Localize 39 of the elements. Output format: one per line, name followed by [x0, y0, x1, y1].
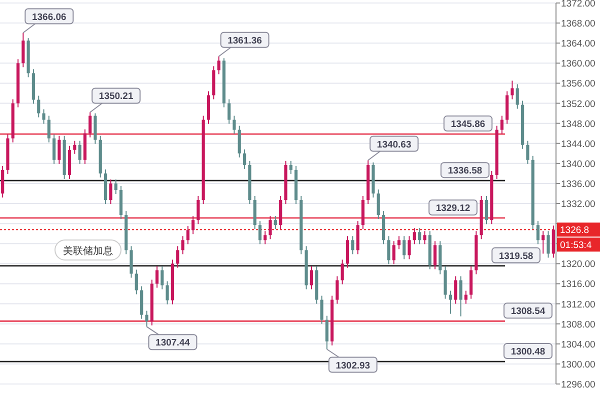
y-tick-label: 1336.00	[561, 178, 596, 190]
annotation: 1350.21	[90, 88, 141, 113]
ref-line-label: 1329.12	[436, 202, 470, 214]
y-tick-label: 1356.00	[561, 78, 596, 90]
annotation: 1302.93	[326, 348, 378, 373]
ref-line-label: 1300.48	[510, 346, 546, 358]
y-tick-label: 1348.00	[561, 118, 596, 130]
y-tick-label: 1308.00	[561, 319, 596, 330]
ref-line-label: 1336.58	[448, 166, 482, 177]
annotation: 01:53:4	[557, 238, 600, 252]
ref-line-label: 1345.86	[450, 119, 486, 130]
ref-line-label: 1326.8	[560, 225, 590, 236]
y-tick-label: 1368.00	[561, 18, 596, 30]
y-tick-label: 1300.00	[561, 359, 596, 370]
annotation: 1302.93	[336, 360, 370, 372]
annotation: 1366.06	[22, 8, 74, 34]
y-tick-label: 1304.00	[561, 339, 596, 350]
y-tick-label: 1360.00	[561, 58, 596, 70]
y-tick-label: 1320.00	[561, 259, 596, 270]
ref-line-label: 1308.54	[510, 306, 546, 318]
annotation: 1366.06	[32, 12, 66, 23]
y-tick-label: 1312.00	[561, 299, 596, 310]
y-tick-label: 1340.00	[561, 158, 596, 170]
y-tick-label: 1364.00	[561, 38, 596, 50]
ref-line-label: 1319.58	[498, 250, 534, 262]
annotation: 1307.44	[146, 326, 198, 350]
y-tick-label: 1296.00	[561, 380, 596, 390]
annotation: 1361.36	[218, 32, 270, 57]
y-tick-label: 1332.00	[561, 199, 596, 210]
annotation: 1340.63	[376, 139, 412, 150]
annotation: 美联储加息	[63, 245, 113, 257]
y-tick-label: 1352.00	[561, 98, 596, 110]
annotation: 1350.21	[98, 91, 134, 102]
y-tick-label: 1372.00	[561, 0, 596, 10]
annotation: 1340.63	[368, 136, 419, 161]
annotation: 美联储加息	[54, 240, 122, 260]
y-tick-label: 1316.00	[561, 279, 596, 290]
annotation: 1361.36	[228, 35, 262, 46]
y-tick-label: 1344.00	[561, 138, 596, 150]
